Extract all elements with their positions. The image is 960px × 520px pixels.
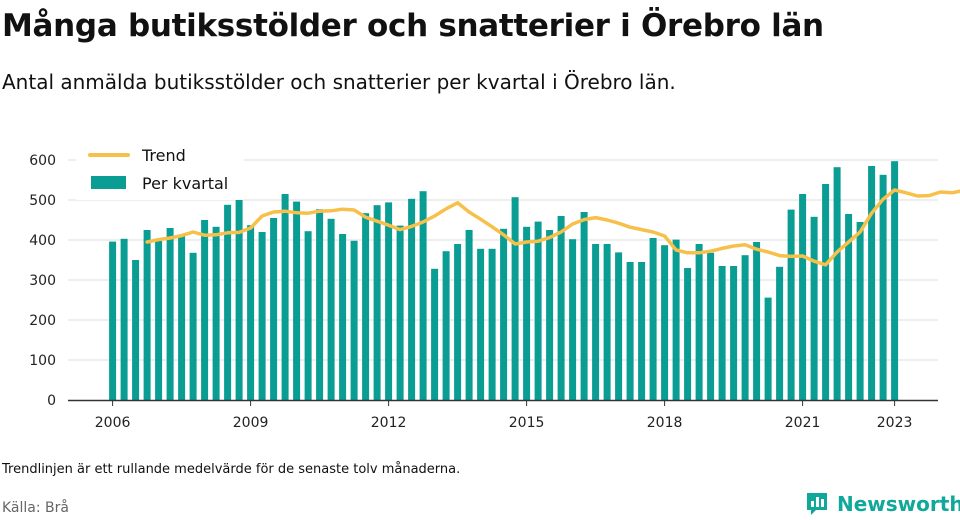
bar bbox=[201, 220, 209, 400]
bar bbox=[799, 194, 807, 400]
bar bbox=[511, 197, 519, 400]
bar bbox=[350, 240, 358, 400]
bar bbox=[868, 166, 876, 400]
bar bbox=[477, 248, 485, 400]
bar bbox=[776, 266, 784, 400]
x-tick-label: 2006 bbox=[95, 415, 131, 431]
bar bbox=[408, 198, 416, 400]
x-tick-label: 2018 bbox=[647, 415, 683, 431]
bar bbox=[166, 228, 174, 400]
brand-logo[interactable]: Newsworthy bbox=[805, 489, 960, 519]
bar bbox=[431, 268, 439, 400]
bar bbox=[442, 251, 450, 400]
bar bbox=[707, 252, 715, 400]
bar bbox=[281, 194, 289, 400]
bar bbox=[523, 226, 531, 400]
bar bbox=[362, 213, 370, 400]
bar bbox=[212, 226, 220, 400]
bar bbox=[718, 266, 726, 400]
bar bbox=[603, 244, 611, 400]
bar bbox=[178, 236, 186, 400]
bar bbox=[293, 201, 301, 400]
bar bbox=[155, 240, 163, 400]
legend-label-per-kvartal: Per kvartal bbox=[142, 174, 228, 193]
bar bbox=[132, 260, 140, 400]
bar bbox=[569, 239, 577, 400]
y-tick-label: 0 bbox=[47, 393, 56, 409]
bar bbox=[143, 230, 151, 400]
bar bbox=[845, 214, 853, 400]
bar bbox=[546, 230, 554, 400]
bar bbox=[316, 209, 324, 400]
y-tick-label: 500 bbox=[29, 193, 56, 209]
y-tick-label: 200 bbox=[29, 313, 56, 329]
bar bbox=[270, 218, 278, 400]
x-tick-label: 2023 bbox=[877, 415, 913, 431]
bar bbox=[339, 234, 347, 400]
bar bbox=[373, 205, 381, 400]
brand-name: Newsworthy bbox=[837, 492, 960, 516]
bar bbox=[396, 225, 404, 400]
x-tick-label: 2021 bbox=[785, 415, 821, 431]
newsworthy-chart-icon bbox=[807, 493, 827, 515]
axes: 0 100 200 300 400 500 600 2006 2009 2012 2015 2018 2… bbox=[29, 153, 938, 431]
legend: Trend Per kvartal bbox=[76, 144, 244, 200]
bar bbox=[753, 242, 761, 400]
chart-subtitle: Antal anmälda butiksstölder och snatteri… bbox=[2, 70, 676, 94]
bar-series-per-kvartal bbox=[109, 161, 899, 400]
bar bbox=[224, 204, 232, 400]
bar bbox=[672, 239, 680, 400]
bar bbox=[235, 199, 243, 400]
bar bbox=[304, 231, 312, 400]
y-tick-label: 300 bbox=[29, 273, 56, 289]
bar bbox=[879, 174, 887, 400]
bar bbox=[419, 191, 427, 400]
bar bbox=[615, 252, 623, 400]
bar bbox=[695, 244, 703, 400]
bar bbox=[638, 262, 646, 400]
bar bbox=[822, 184, 830, 400]
x-tick-label: 2015 bbox=[509, 415, 545, 431]
bar bbox=[258, 232, 266, 400]
bar bbox=[661, 245, 669, 400]
bar bbox=[120, 238, 128, 400]
bar bbox=[557, 216, 565, 400]
bar bbox=[730, 266, 738, 400]
bar bbox=[247, 225, 255, 400]
bar bbox=[580, 212, 588, 400]
bar bbox=[592, 244, 600, 400]
trend-line bbox=[145, 188, 960, 267]
chart-title: Många butiksstölder och snatterier i Öre… bbox=[2, 8, 824, 44]
bar bbox=[327, 218, 335, 400]
legend-label-trend: Trend bbox=[141, 146, 186, 165]
bar bbox=[649, 238, 657, 400]
y-tick-label: 600 bbox=[29, 153, 56, 169]
bar bbox=[891, 161, 899, 400]
trend-series bbox=[145, 188, 960, 267]
trend-footnote: Trendlinjen är ett rullande medelvärde f… bbox=[2, 462, 461, 477]
source-credit: Källa: Brå bbox=[2, 500, 69, 516]
bar bbox=[626, 262, 634, 400]
bar bbox=[764, 297, 772, 400]
x-tick-label: 2009 bbox=[233, 415, 269, 431]
bar bbox=[500, 228, 508, 400]
bar bbox=[465, 230, 473, 400]
y-tick-label: 100 bbox=[29, 353, 56, 369]
bar bbox=[810, 216, 818, 400]
x-tick-label: 2012 bbox=[371, 415, 407, 431]
bar-line-chart: 0 100 200 300 400 500 600 2006 2009 2012 2015 2018 2… bbox=[29, 144, 960, 431]
bar bbox=[385, 202, 393, 400]
bar bbox=[189, 252, 197, 400]
bar bbox=[833, 167, 841, 400]
bar bbox=[856, 222, 864, 400]
legend-swatch-per-kvartal bbox=[91, 176, 126, 189]
bar bbox=[684, 268, 692, 400]
y-tick-label: 400 bbox=[29, 233, 56, 249]
bar bbox=[787, 209, 795, 400]
bar bbox=[488, 248, 496, 400]
bar bbox=[454, 244, 462, 400]
bar bbox=[741, 255, 749, 400]
bar bbox=[534, 221, 542, 400]
bar bbox=[109, 241, 117, 400]
